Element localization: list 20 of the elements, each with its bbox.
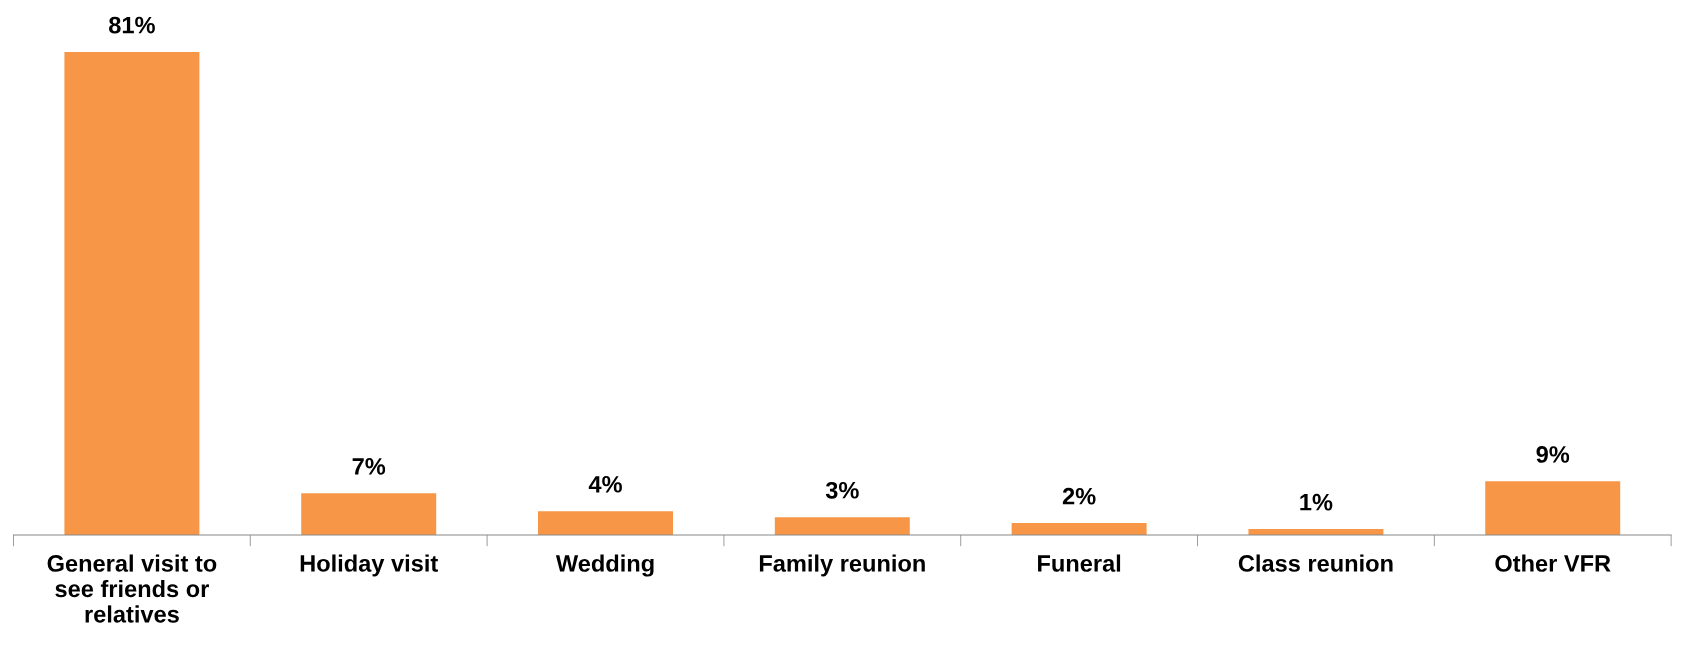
data-label: 9% — [1536, 446, 1570, 463]
x-tick-label: Family reunion — [759, 554, 925, 577]
x-tick-label: Class reunion — [1238, 554, 1393, 572]
data-label: 3% — [825, 481, 859, 499]
x-tick-label: Holiday visit — [300, 554, 438, 577]
bar — [538, 511, 673, 536]
bar — [301, 493, 437, 536]
x-tick-label: Funeral — [1038, 554, 1121, 572]
x-tick-label: Wedding — [555, 554, 654, 577]
bar — [774, 517, 910, 536]
x-tick-label: General visit to see friends or relatives — [47, 554, 217, 623]
data-label: 2% — [1062, 487, 1096, 505]
bar — [1485, 481, 1621, 536]
data-label: 7% — [352, 458, 386, 475]
data-label: 81% — [109, 16, 155, 34]
bar — [64, 52, 200, 536]
data-label: 4% — [588, 475, 622, 493]
bar — [1011, 523, 1147, 536]
x-tick-label: Other VFR — [1495, 554, 1611, 572]
data-label: 1% — [1300, 493, 1333, 511]
